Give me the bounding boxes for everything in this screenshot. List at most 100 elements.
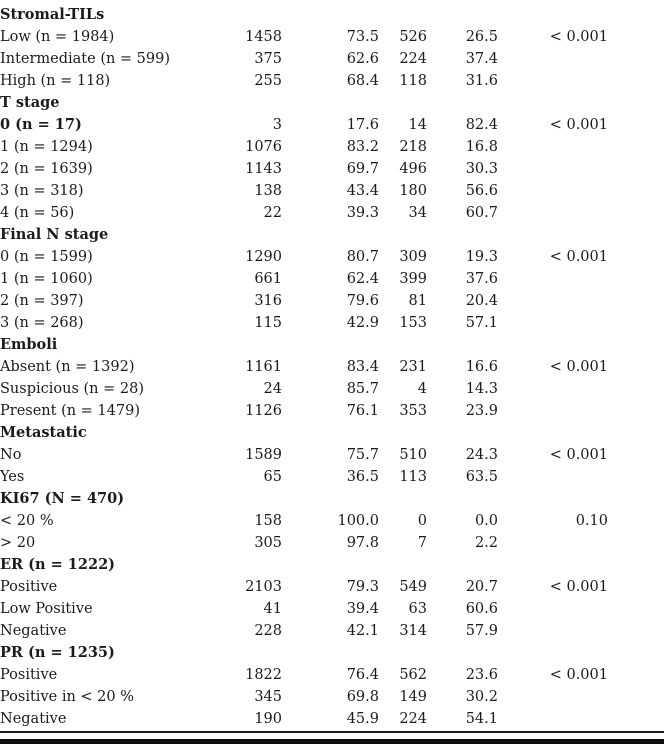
row-label: Negative: [0, 623, 67, 639]
row-spacer: [608, 356, 664, 378]
cell-pct2: 0.0: [474, 513, 498, 529]
row-label: Yes: [0, 469, 25, 485]
cell-n1: [220, 224, 282, 246]
cell-pct2: 31.6: [465, 73, 498, 89]
cell-p-value: [498, 532, 608, 554]
section-header-row: Stromal-TILs: [0, 4, 664, 26]
cell-pct1: [282, 488, 379, 510]
row-spacer: [608, 202, 664, 224]
cell-pct2: [427, 224, 498, 246]
row-spacer: [608, 378, 664, 400]
table-row: 2 (n = 397) 316 79.6 81 20.4: [0, 290, 664, 312]
table-row: Present (n = 1479) 1126 76.1 353 23.9: [0, 400, 664, 422]
cell-pct1: 62.6: [346, 51, 379, 67]
table-row: Suspicious (n = 28) 24 85.7 4 14.3: [0, 378, 664, 400]
row-spacer: [608, 708, 664, 730]
cell-n2: 562: [399, 667, 427, 683]
cell-n2: 153: [399, 315, 427, 331]
cell-pct1: 39.3: [346, 205, 379, 221]
cell-pct1: 83.2: [346, 139, 379, 155]
cell-pct2: 20.7: [465, 579, 498, 595]
cell-pct2: 60.6: [465, 601, 498, 617]
cell-pct1: 79.3: [346, 579, 379, 595]
section-header-row: KI67 (N = 470): [0, 488, 664, 510]
cell-pct1: [282, 4, 379, 26]
cell-n1: [220, 488, 282, 510]
cell-n1: 1290: [245, 249, 282, 265]
section-header-row: Metastatic: [0, 422, 664, 444]
row-spacer: [608, 488, 664, 510]
table-body: Stromal-TILs Low (n = 1984) 1458 73.5 526 26.…: [0, 4, 664, 730]
cell-p-value: 0.10: [575, 513, 608, 529]
cell-pct1: 42.9: [346, 315, 379, 331]
cell-pct2: 19.3: [465, 249, 498, 265]
table-row: Low Positive 41 39.4 63 60.6: [0, 598, 664, 620]
cell-n2: [379, 92, 427, 114]
cell-p-value: [498, 180, 608, 202]
cell-pct2: 30.3: [465, 161, 498, 177]
row-spacer: [608, 246, 664, 268]
row-spacer: [608, 290, 664, 312]
cell-pct1: 39.4: [346, 601, 379, 617]
cell-n2: [379, 642, 427, 664]
cell-pct1: 75.7: [346, 447, 379, 463]
cell-n1: 228: [254, 623, 282, 639]
row-label: PR (n = 1235): [0, 644, 115, 661]
cell-pct1: 76.1: [346, 403, 379, 419]
cell-n2: 149: [399, 689, 427, 705]
cell-p-value: [498, 642, 608, 664]
cell-p-value: [498, 268, 608, 290]
cell-n2: 496: [399, 161, 427, 177]
cell-n1: 1076: [245, 139, 282, 155]
cell-p-value: [498, 290, 608, 312]
cell-n1: 345: [254, 689, 282, 705]
cell-p-value: [498, 686, 608, 708]
cell-n2: 0: [417, 513, 427, 529]
cell-n1: 190: [254, 711, 282, 727]
table-row: High (n = 118) 255 68.4 118 31.6: [0, 70, 664, 92]
table-row: 1 (n = 1294) 1076 83.2 218 16.8: [0, 136, 664, 158]
row-label: Present (n = 1479): [0, 403, 140, 419]
cell-n2: 314: [399, 623, 427, 639]
cell-pct2: [427, 92, 498, 114]
cell-pct1: 97.8: [346, 535, 379, 551]
row-label: 1 (n = 1060): [0, 271, 93, 287]
table-row: Yes 65 36.5 113 63.5: [0, 466, 664, 488]
cell-pct1: 62.4: [346, 271, 379, 287]
cell-pct1: 68.4: [346, 73, 379, 89]
cell-pct1: 36.5: [346, 469, 379, 485]
cell-n2: 353: [399, 403, 427, 419]
cell-n1: 1589: [245, 447, 282, 463]
row-label: Stromal-TILs: [0, 6, 105, 23]
table-row: Absent (n = 1392) 1161 83.4 231 16.6 < 0.001: [0, 356, 664, 378]
row-spacer: [608, 268, 664, 290]
cell-pct1: [282, 334, 379, 356]
section-header-row: PR (n = 1235): [0, 642, 664, 664]
cell-n1: 1161: [245, 359, 282, 375]
cell-pct2: 82.4: [465, 117, 498, 133]
cell-pct1: [282, 554, 379, 576]
cell-n1: 2103: [245, 579, 282, 595]
page-bottom-bar: [0, 739, 664, 744]
row-label: Suspicious (n = 28): [0, 381, 144, 397]
cell-pct2: [427, 422, 498, 444]
cell-n1: 305: [254, 535, 282, 551]
cell-n1: 138: [254, 183, 282, 199]
cell-n2: 4: [417, 381, 427, 397]
cell-n2: [379, 4, 427, 26]
table-row: No 1589 75.7 510 24.3 < 0.001: [0, 444, 664, 466]
table-row: Negative 190 45.9 224 54.1: [0, 708, 664, 730]
cell-pct2: 37.4: [465, 51, 498, 67]
cell-pct1: 42.1: [346, 623, 379, 639]
row-spacer: [608, 158, 664, 180]
cell-p-value: [498, 334, 608, 356]
cell-n2: 14: [408, 117, 427, 133]
cell-pct2: 16.6: [465, 359, 498, 375]
cell-p-value: [498, 466, 608, 488]
cell-pct2: 14.3: [465, 381, 498, 397]
cell-pct2: [427, 4, 498, 26]
cell-pct2: 54.1: [465, 711, 498, 727]
table-row: 3 (n = 318) 138 43.4 180 56.6: [0, 180, 664, 202]
cell-n1: 3: [272, 117, 282, 133]
